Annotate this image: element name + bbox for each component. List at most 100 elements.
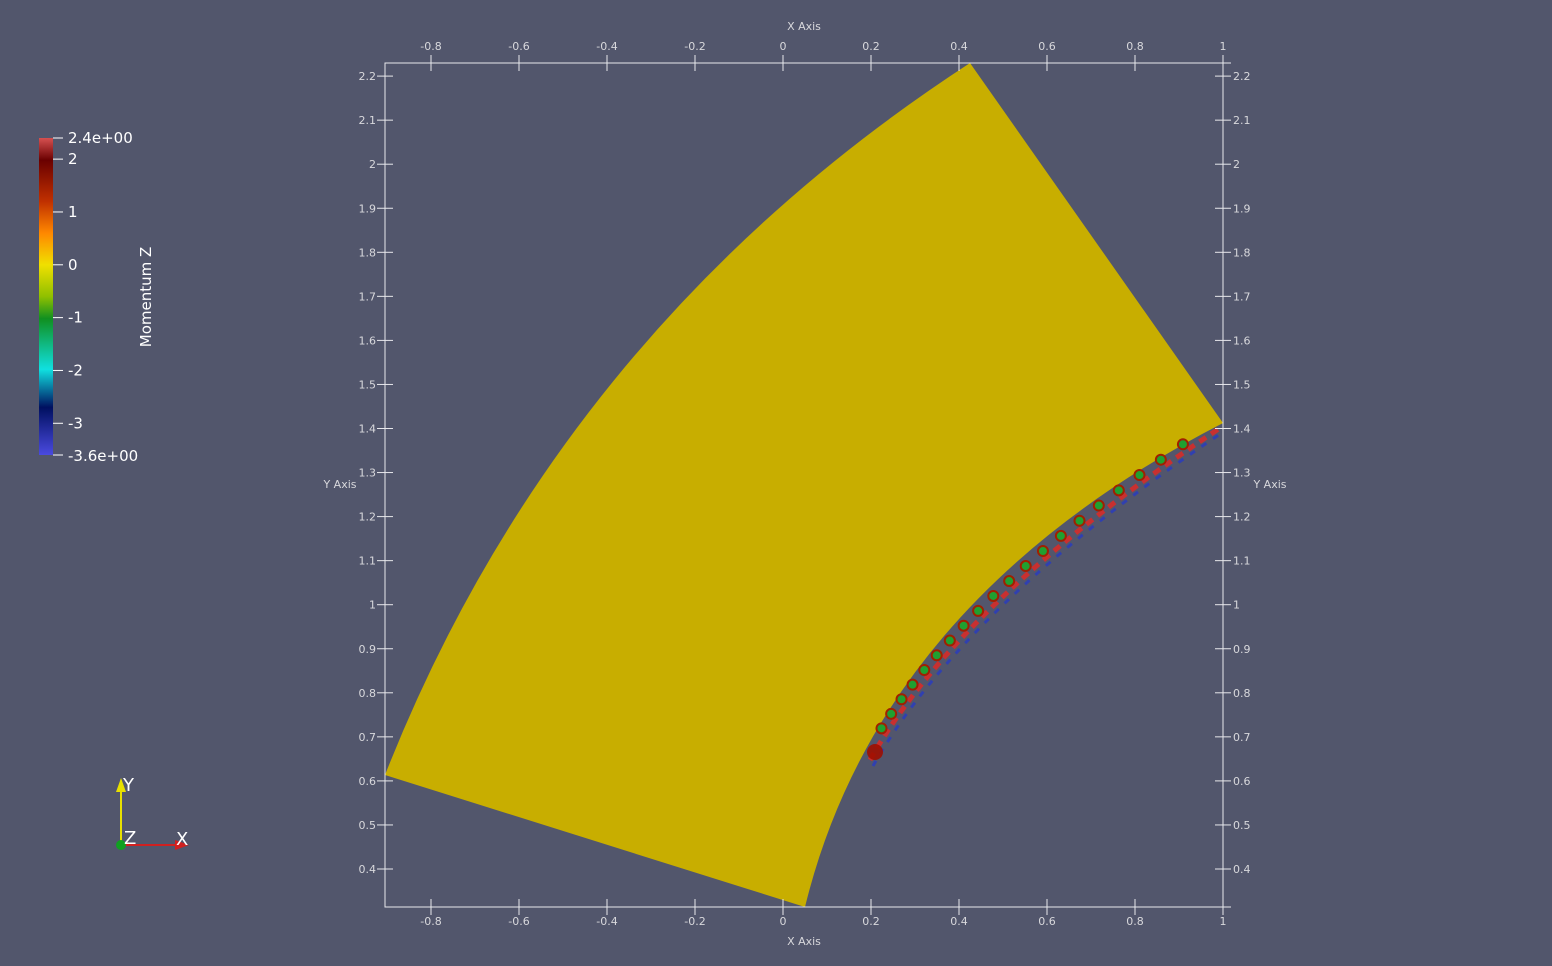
- vortex: [972, 604, 985, 617]
- y-tick-label: 1.4: [1233, 423, 1251, 436]
- y-tick-label: 1.8: [1233, 246, 1251, 259]
- x-tick-label: -0.6: [508, 915, 529, 928]
- y-tick-label: 0.7: [359, 731, 377, 744]
- colorbar-tick-label: -1: [68, 309, 83, 327]
- x-tick-label: 0.2: [862, 915, 880, 928]
- x-tick-label: 0.8: [1126, 915, 1144, 928]
- boundary-blue: [871, 430, 1224, 767]
- x-tick-label: 0.6: [1038, 40, 1056, 53]
- vortex: [1054, 529, 1067, 542]
- x-tick-label: -0.8: [420, 915, 441, 928]
- y-tick-label: 0.8: [359, 687, 377, 700]
- x-tick-label: -0.4: [596, 40, 617, 53]
- vortex: [1176, 438, 1189, 451]
- y-tick-label: 1.4: [359, 423, 377, 436]
- axes-grid: -0.8 -0.8 -0.6 -0.6 -0.4 -0.4 -0.2 -0.2 0 0 0.2 0.2…: [359, 40, 1251, 928]
- y-tick-label: 1.6: [1233, 334, 1251, 347]
- y-tick-label: 2: [369, 158, 376, 171]
- y-tick-label: 0.8: [1233, 687, 1251, 700]
- x-tick-label: 0.6: [1038, 915, 1056, 928]
- z-label: Z: [124, 828, 136, 849]
- vortex: [957, 619, 970, 632]
- vortex: [885, 707, 898, 720]
- vortex: [943, 634, 956, 647]
- y-tick-label: 1.6: [359, 334, 377, 347]
- vortex: [1019, 560, 1032, 573]
- colorbar-tick-label: -2: [68, 361, 83, 379]
- y-tick-label: 1.3: [1233, 467, 1251, 480]
- y-tick-label: 1.5: [1233, 378, 1251, 391]
- orientation-axes: Y Z X: [116, 775, 189, 850]
- y-tick-label: 1.2: [1233, 511, 1251, 524]
- vortex: [1112, 484, 1125, 497]
- colorbar-tick-label: 0: [68, 256, 78, 274]
- x-tick-label: -0.4: [596, 915, 617, 928]
- y-tick-label: 0.6: [359, 775, 377, 788]
- y-tick-label: 1.5: [359, 378, 377, 391]
- y-tick-label: 2.1: [1233, 114, 1251, 127]
- colorbar: [39, 138, 53, 455]
- x-tick-label: 0.4: [950, 40, 968, 53]
- vortex: [895, 693, 908, 706]
- y-tick-label: 1.3: [359, 467, 377, 480]
- x-label: X: [176, 829, 188, 850]
- vortex: [930, 649, 943, 662]
- y-tick-label: 1.7: [359, 290, 377, 303]
- y-arrowhead: [116, 778, 126, 792]
- colorbar-ticks: 2 1 0 -1 -2 -3: [53, 150, 83, 432]
- x-tick-label: 0.4: [950, 915, 968, 928]
- y-tick-label: 1.8: [359, 246, 377, 259]
- x-tick-label: -0.2: [684, 40, 705, 53]
- x-axis-title-bottom: X Axis: [787, 935, 821, 948]
- colorbar-tick-label: 1: [68, 203, 78, 221]
- colorbar-tick-label: 2: [68, 150, 78, 168]
- x-axis-title-top: X Axis: [787, 20, 821, 33]
- y-tick-label: 1.9: [1233, 202, 1251, 215]
- vortex: [1073, 514, 1086, 527]
- y-tick-label: 1.1: [359, 555, 377, 568]
- y-tick-label: 0.4: [359, 863, 377, 876]
- y-label: Y: [122, 775, 135, 796]
- y-axis-title-right: Y Axis: [1252, 478, 1286, 491]
- y-tick-label: 2.2: [1233, 70, 1251, 83]
- y-tick-label: 2.1: [359, 114, 377, 127]
- x-tick-label: 0: [780, 40, 787, 53]
- vortex: [906, 678, 919, 691]
- x-tick-label: 1: [1220, 40, 1227, 53]
- vortex: [1154, 453, 1167, 466]
- vortex: [1003, 575, 1016, 588]
- y-tick-label: 0.4: [1233, 863, 1251, 876]
- boundary-red: [867, 425, 1222, 762]
- y-tick-label: 1.2: [359, 511, 377, 524]
- y-tick-label: 0.5: [1233, 819, 1251, 832]
- y-tick-label: 1: [369, 599, 376, 612]
- y-tick-label: 0.5: [359, 819, 377, 832]
- axes-box: [384, 62, 1224, 908]
- y-tick-label: 1.1: [1233, 555, 1251, 568]
- y-tick-label: 2.2: [359, 70, 377, 83]
- domain: [385, 63, 1223, 907]
- vortex: [1092, 499, 1105, 512]
- colorbar-tick-label: -3: [68, 414, 83, 432]
- y-tick-label: 2: [1233, 158, 1240, 171]
- y-tick-label: 0.9: [1233, 643, 1251, 656]
- y-tick-label: 0.9: [359, 643, 377, 656]
- x-tick-label: -0.6: [508, 40, 529, 53]
- x-tick-label: 0: [780, 915, 787, 928]
- vortex: [867, 744, 883, 760]
- vortex: [1133, 469, 1146, 482]
- colorbar-title: Momentum Z: [137, 247, 155, 348]
- vortex: [1036, 544, 1049, 557]
- x-tick-label: 0.2: [862, 40, 880, 53]
- y-tick-label: 0.6: [1233, 775, 1251, 788]
- x-tick-label: -0.2: [684, 915, 705, 928]
- x-tick-label: 1: [1220, 915, 1227, 928]
- vortex: [987, 589, 1000, 602]
- y-tick-label: 1.9: [359, 202, 377, 215]
- y-tick-label: 1.7: [1233, 290, 1251, 303]
- y-tick-label: 0.7: [1233, 731, 1251, 744]
- vortex: [875, 722, 888, 735]
- x-tick-label: -0.8: [420, 40, 441, 53]
- vortices: [875, 438, 1189, 735]
